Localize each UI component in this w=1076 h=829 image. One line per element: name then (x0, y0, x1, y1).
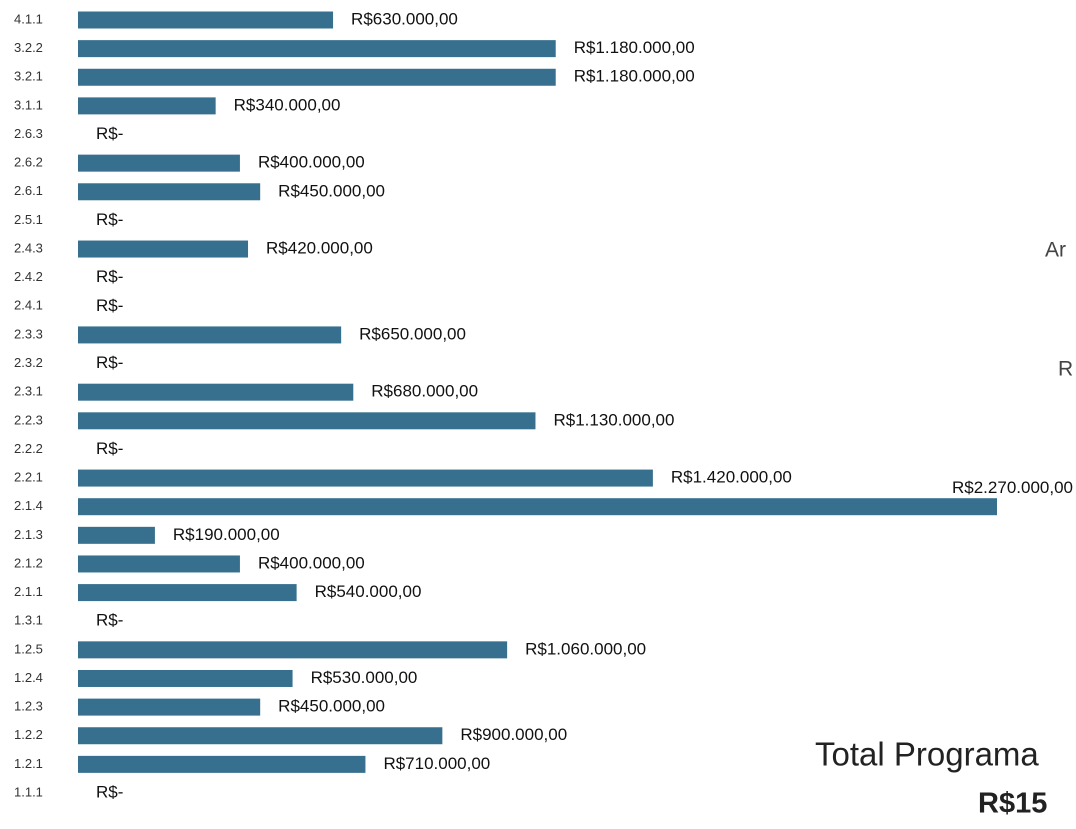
category-label: 3.2.2 (14, 40, 43, 55)
side-label: R (1058, 358, 1073, 381)
value-label: R$- (96, 124, 123, 143)
category-label: 2.3.2 (14, 355, 43, 370)
value-label: R$1.180.000,00 (574, 67, 695, 86)
bar (78, 669, 293, 687)
category-label: 3.2.1 (14, 69, 43, 84)
value-label: R$1.060.000,00 (525, 639, 646, 658)
value-label: R$190.000,00 (173, 525, 280, 544)
value-label: R$- (96, 296, 123, 315)
category-label: 4.1.1 (14, 11, 43, 26)
value-label: R$540.000,00 (315, 582, 422, 601)
value-label: R$450.000,00 (278, 181, 385, 200)
bar (78, 40, 556, 58)
category-label: 2.4.3 (14, 240, 43, 255)
bar (78, 183, 261, 201)
category-label: 2.2.1 (14, 470, 43, 485)
bar (78, 383, 354, 401)
value-label: R$- (96, 782, 123, 801)
value-label: R$530.000,00 (311, 668, 418, 687)
category-label: 1.3.1 (14, 613, 43, 628)
value-label: R$340.000,00 (234, 95, 341, 114)
category-label: 1.2.1 (14, 756, 43, 771)
value-label: R$1.180.000,00 (574, 38, 695, 57)
category-label: 2.6.2 (14, 155, 43, 170)
category-label: 2.5.1 (14, 212, 43, 227)
bar (78, 469, 653, 487)
category-label: 1.2.4 (14, 670, 43, 685)
category-label: 1.2.5 (14, 641, 43, 656)
value-label: R$1.420.000,00 (671, 468, 792, 487)
bar (78, 755, 366, 773)
category-label: 2.4.1 (14, 298, 43, 313)
category-label: 2.2.2 (14, 441, 43, 456)
category-label: 2.3.1 (14, 384, 43, 399)
category-label: 2.6.3 (14, 126, 43, 141)
value-label: R$- (96, 267, 123, 286)
bar (78, 555, 240, 573)
category-label: 2.1.1 (14, 584, 43, 599)
category-label: 1.2.3 (14, 699, 43, 714)
value-label: R$400.000,00 (258, 153, 365, 172)
bar (78, 727, 443, 745)
category-label: 1.2.2 (14, 727, 43, 742)
category-label: 2.1.2 (14, 555, 43, 570)
side-label: Ar (1045, 239, 1066, 262)
value-label: R$- (96, 210, 123, 229)
bar (78, 154, 240, 172)
value-label: R$400.000,00 (258, 553, 365, 572)
category-label: 2.6.1 (14, 183, 43, 198)
value-label: R$1.130.000,00 (553, 410, 674, 429)
value-label: R$650.000,00 (359, 324, 466, 343)
bar (78, 584, 297, 602)
category-label: 2.1.4 (14, 498, 43, 513)
value-label: R$450.000,00 (278, 697, 385, 716)
bar (78, 526, 155, 544)
value-label: R$- (96, 439, 123, 458)
category-label: 3.1.1 (14, 97, 43, 112)
bar (78, 326, 342, 344)
value-label: R$900.000,00 (460, 725, 567, 744)
value-label: R$- (96, 353, 123, 372)
category-label: 1.1.1 (14, 784, 43, 799)
category-label: 2.3.3 (14, 326, 43, 341)
bar (78, 641, 508, 659)
bar (78, 698, 261, 716)
total-label: Total Programa (815, 736, 1039, 773)
bar (78, 68, 556, 86)
value-label: R$2.270.000,00 (952, 478, 1073, 497)
bar (78, 240, 249, 258)
bar (78, 498, 997, 516)
total-value: R$15 (978, 788, 1047, 820)
category-label: 2.4.2 (14, 269, 43, 284)
bar (78, 412, 536, 430)
bar (78, 11, 334, 29)
value-label: R$710.000,00 (383, 754, 490, 773)
category-label: 2.1.3 (14, 527, 43, 542)
value-label: R$420.000,00 (266, 239, 373, 258)
value-label: R$680.000,00 (371, 382, 478, 401)
category-label: 2.2.3 (14, 412, 43, 427)
value-label: R$- (96, 611, 123, 630)
value-label: R$630.000,00 (351, 9, 458, 28)
bar (78, 97, 216, 115)
